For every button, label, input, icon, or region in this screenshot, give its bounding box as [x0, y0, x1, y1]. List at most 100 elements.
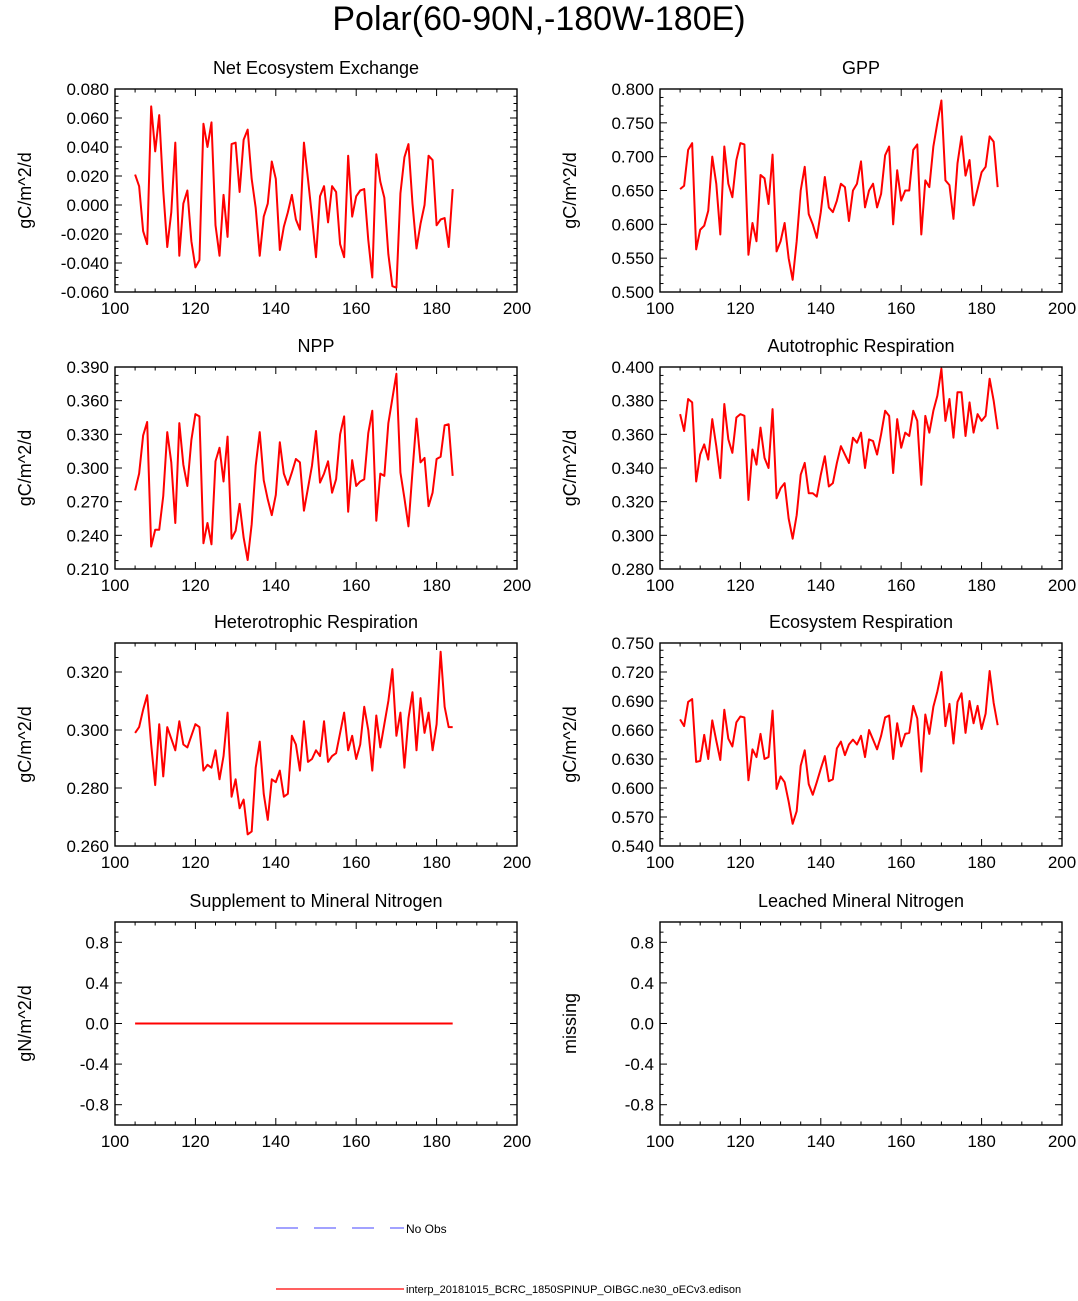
y-tick-label: 0.280	[611, 560, 654, 579]
y-tick-label: 0.0	[85, 1015, 109, 1034]
x-tick-label: 140	[262, 853, 290, 872]
panel-net-ecosystem-exchange-title: Net Ecosystem Exchange	[213, 58, 419, 78]
panel-autotrophic-respiration: 100 120 140 160 180 200 0.280 0.300 0.320 0.340 0.…	[560, 336, 1076, 595]
x-tick-label: 200	[503, 853, 531, 872]
y-tick-label: -0.4	[80, 1055, 109, 1074]
panel-ecosystem-respiration-series-model	[679, 670, 999, 825]
x-tick-label: 200	[1048, 1132, 1076, 1151]
panels: 100 120 140 160 180 200-0.060-0.040-0.0200.00…	[15, 58, 1076, 1151]
x-tick-label: 100	[101, 1132, 129, 1151]
y-tick-label: 0.360	[66, 392, 109, 411]
x-tick-label: 140	[807, 576, 835, 595]
panel-leached-mineral-nitrogen: 100 120 140 160 180 200 -0.8 -0.4 0.0 0.4 0.8 Leach…	[560, 891, 1076, 1151]
panel-heterotrophic-respiration-series-model	[134, 650, 453, 836]
x-tick-label: 120	[726, 576, 754, 595]
y-tick-label: -0.4	[625, 1055, 654, 1074]
y-tick-label: 0.260	[66, 837, 109, 856]
legend: No Obs interp_20181015_BCRC_1850SPINUP_O…	[276, 1222, 741, 1296]
panel-npp-series-model	[134, 372, 454, 562]
x-tick-label: 140	[262, 299, 290, 318]
y-tick-label: 0.800	[611, 80, 654, 99]
y-tick-label: -0.040	[61, 254, 109, 273]
panel-ecosystem-respiration-frame	[659, 642, 1063, 847]
y-tick-label: 0.8	[85, 933, 109, 952]
x-tick-label: 180	[422, 299, 450, 318]
x-tick-label: 160	[342, 576, 370, 595]
x-tick-label: 160	[887, 1132, 915, 1151]
legend-model-label: interp_20181015_BCRC_1850SPINUP_OIBGC.ne…	[406, 1284, 741, 1296]
y-tick-label: 0.540	[611, 837, 654, 856]
panel-leached-mineral-nitrogen-frame	[659, 921, 1063, 1126]
y-tick-label: 0.700	[611, 148, 654, 167]
y-tick-label: 0.8	[630, 933, 654, 952]
x-tick-label: 200	[503, 299, 531, 318]
x-tick-label: 200	[1048, 299, 1076, 318]
x-tick-label: 100	[646, 853, 674, 872]
panel-npp-frame	[114, 366, 518, 570]
x-tick-label: 200	[503, 1132, 531, 1151]
panel-autotrophic-respiration-title: Autotrophic Respiration	[767, 336, 954, 356]
y-tick-label: 0.550	[611, 249, 654, 268]
panel-heterotrophic-respiration: 100 120 140 160 180 200 0.260 0.280 0.300 0.320 He…	[15, 612, 531, 872]
x-tick-label: 100	[646, 1132, 674, 1151]
y-tick-label: 0.300	[611, 526, 654, 545]
panel-net-ecosystem-exchange-ylabel: gC/m^2/d	[15, 152, 35, 228]
x-tick-label: 100	[101, 853, 129, 872]
x-tick-label: 100	[646, 576, 674, 595]
y-tick-label: -0.8	[625, 1096, 654, 1115]
panel-npp-ylabel: gC/m^2/d	[15, 430, 35, 506]
panel-ecosystem-respiration: 100 120 140 160 180 200 0.540 0.570 0.600 0.630 0.…	[560, 612, 1076, 872]
y-tick-label: 0.300	[66, 721, 109, 740]
x-tick-label: 140	[262, 1132, 290, 1151]
panel-supplement-to-mineral-nitrogen: 100 120 140 160 180 200 -0.8 -0.4 0.0 0.4 0.8 Suppl…	[15, 891, 531, 1151]
y-tick-label: 0.630	[611, 750, 654, 769]
y-tick-label: 0.320	[611, 493, 654, 512]
y-tick-label: 0.720	[611, 663, 654, 682]
y-tick-label: 0.060	[66, 109, 109, 128]
x-tick-label: 160	[342, 299, 370, 318]
x-tick-label: 120	[726, 1132, 754, 1151]
y-tick-label: 0.080	[66, 80, 109, 99]
x-tick-label: 160	[887, 576, 915, 595]
y-tick-label: 0.660	[611, 721, 654, 740]
x-tick-label: 180	[967, 853, 995, 872]
panel-net-ecosystem-exchange-series-model	[134, 105, 454, 289]
y-tick-label: 0.0	[630, 1015, 654, 1034]
x-tick-label: 120	[181, 1132, 209, 1151]
y-tick-label: 0.500	[611, 283, 654, 302]
y-tick-label: 0.390	[66, 358, 109, 377]
panel-autotrophic-respiration-series-model	[679, 367, 999, 540]
x-tick-label: 200	[1048, 853, 1076, 872]
x-tick-label: 140	[807, 853, 835, 872]
x-tick-label: 120	[726, 853, 754, 872]
y-tick-label: 0.600	[611, 215, 654, 234]
x-tick-label: 140	[807, 299, 835, 318]
x-tick-label: 180	[422, 576, 450, 595]
x-tick-label: 100	[101, 299, 129, 318]
x-tick-label: 160	[887, 853, 915, 872]
panel-gpp-series-model	[679, 99, 999, 281]
y-tick-label: 0.320	[66, 663, 109, 682]
y-tick-label: 0.690	[611, 692, 654, 711]
y-tick-label: 0.360	[611, 425, 654, 444]
x-tick-label: 200	[503, 576, 531, 595]
y-tick-label: 0.210	[66, 560, 109, 579]
panel-gpp-ylabel: gC/m^2/d	[560, 152, 580, 228]
panel-ecosystem-respiration-title: Ecosystem Respiration	[769, 612, 953, 632]
y-tick-label: 0.340	[611, 459, 654, 478]
y-tick-label: 0.040	[66, 138, 109, 157]
y-tick-label: -0.060	[61, 283, 109, 302]
x-tick-label: 120	[181, 576, 209, 595]
y-tick-label: 0.650	[611, 182, 654, 201]
panel-supplement-to-mineral-nitrogen-title: Supplement to Mineral Nitrogen	[189, 891, 442, 911]
y-tick-label: 0.280	[66, 779, 109, 798]
x-tick-label: 160	[342, 853, 370, 872]
y-tick-label: 0.750	[611, 114, 654, 133]
panel-leached-mineral-nitrogen-ylabel: missing	[560, 993, 580, 1054]
panel-supplement-to-mineral-nitrogen-ylabel: gN/m^2/d	[15, 985, 35, 1061]
x-tick-label: 180	[967, 576, 995, 595]
y-tick-label: 0.270	[66, 493, 109, 512]
x-tick-label: 120	[726, 299, 754, 318]
y-tick-label: 0.330	[66, 425, 109, 444]
